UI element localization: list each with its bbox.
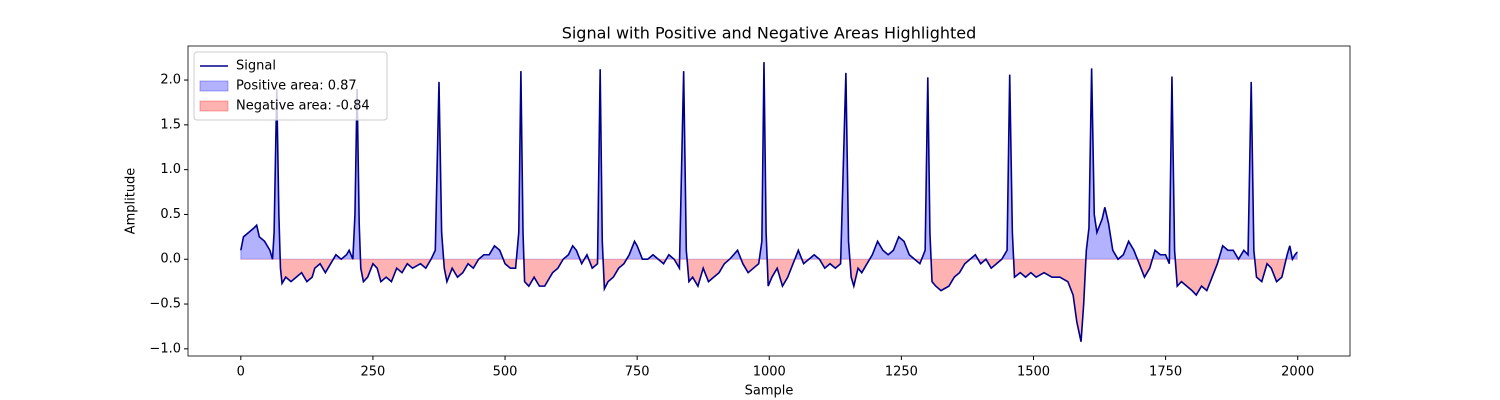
y-tick-label: 2.0 (160, 73, 181, 88)
plot-frame (187, 45, 1351, 357)
x-tick-label: 2000 (1281, 365, 1314, 380)
x-tick-label: 1250 (885, 365, 918, 380)
x-tick-label: 1750 (1149, 365, 1182, 380)
x-tick-label: 1500 (1017, 365, 1050, 380)
legend-swatch (199, 100, 229, 112)
y-axis-label: Amplitude (124, 168, 139, 235)
legend-swatch (199, 80, 229, 92)
x-tick-label: 1000 (753, 365, 786, 380)
x-axis-label: Sample (745, 384, 794, 399)
y-tick-label: −0.5 (149, 297, 181, 312)
y-tick-label: −1.0 (149, 341, 181, 356)
signal-line (240, 62, 1298, 342)
x-tick-label: 250 (361, 365, 386, 380)
legend-label: Signal (236, 59, 276, 74)
y-tick-label: 1.0 (160, 162, 181, 177)
negative-area (240, 259, 1298, 342)
x-tick-label: 0 (237, 365, 245, 380)
x-tick-label: 500 (493, 365, 518, 380)
y-tick-label: 0.5 (160, 207, 181, 222)
x-tick-label: 750 (625, 365, 650, 380)
chart-title: Signal with Positive and Negative Areas … (562, 24, 977, 43)
legend-label: Negative area: -0.84 (236, 99, 370, 114)
legend-label: Positive area: 0.87 (236, 79, 357, 94)
y-tick-label: 0.0 (160, 252, 181, 267)
y-tick-label: 1.5 (160, 117, 181, 132)
legend: Signal Positive area: 0.87 Negative area: … (193, 51, 388, 121)
legend-frame (193, 51, 388, 121)
positive-area (240, 62, 1298, 260)
